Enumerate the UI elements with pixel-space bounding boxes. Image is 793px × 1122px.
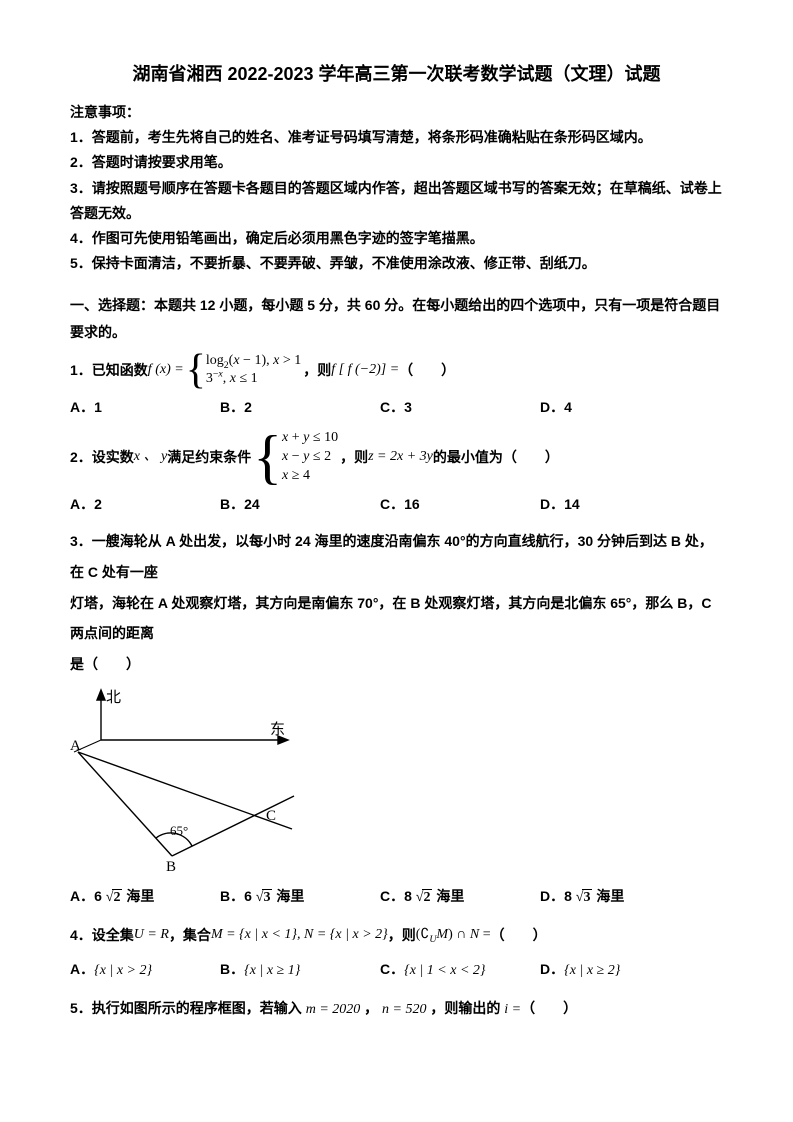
- instruction-3: 3．请按照题号顺序在答题卡各题目的答题区域内作答，超出答题区域书写的答案无效；在…: [70, 176, 723, 226]
- q3-east-label: 东: [270, 721, 285, 738]
- q3-line1: 3．一艘海轮从 A 处出发，以每小时 24 海里的速度沿南偏东 40°的方向直线…: [70, 526, 723, 588]
- q1-opt-b: B．2: [220, 393, 380, 421]
- q1-opt-c: C．3: [380, 393, 540, 421]
- q2-pre: 2．设实数: [70, 442, 134, 473]
- q4-options: A．{x | x > 2} B．{x | x ≥ 1} C．{x | 1 < x…: [70, 955, 723, 985]
- q3-north-label: 北: [106, 689, 121, 706]
- q4-ur: U = R: [134, 920, 169, 951]
- q2-options: A．2 B．24 C．16 D．14: [70, 490, 723, 518]
- q3-opt-c: C．8 √2 海里: [380, 882, 540, 912]
- q4-opt-c: C．{x | 1 < x < 2}: [380, 955, 540, 985]
- q2-mid: 满足约束条件: [167, 442, 251, 473]
- q3-angle-label: 65°: [170, 823, 188, 838]
- instruction-2: 2．答题时请按要求用笔。: [70, 150, 723, 175]
- q4-sets: M = {x | x < 1}, N = {x | x > 2}: [211, 920, 388, 951]
- q1-opt-a: A．1: [70, 393, 220, 421]
- q2-xy: x 、 y: [134, 442, 167, 473]
- instruction-1: 1．答题前，考生先将自己的姓名、准考证号码填写清楚，将条形码准确粘贴在条形码区域…: [70, 125, 723, 150]
- q1-stem-pre: 1．已知函数: [70, 355, 148, 386]
- q3-label-A: A: [70, 738, 81, 754]
- q4-expr: (∁UM) ∩ N =: [416, 920, 491, 951]
- q5-text: 5．执行如图所示的程序框图，若输入 m = 2020 ， n = 520 ，则输…: [70, 1000, 577, 1016]
- instruction-5: 5．保持卡面清洁，不要折暴、不要弄破、弄皱，不准使用涂改液、修正带、刮纸刀。: [70, 251, 723, 276]
- q3-label-B: B: [166, 859, 176, 873]
- q2-c1: x + y ≤ 10: [282, 429, 338, 448]
- q1-fx: f (x) =: [148, 355, 184, 386]
- q1-piecewise: { log2(x − 1), x > 1 3−x, x ≤ 1: [186, 352, 302, 390]
- q2-constraints: { x + y ≤ 10 x − y ≤ 2 x ≥ 4: [253, 429, 338, 486]
- page-title: 湖南省湘西 2022-2023 学年高三第一次联考数学试题（文理）试题: [70, 60, 723, 86]
- q1-case2: 3−x, x ≤ 1: [206, 370, 301, 389]
- section-1-intro: 一、选择题：本题共 12 小题，每小题 5 分，共 60 分。在每小题给出的四个…: [70, 292, 723, 345]
- q3-options: A．6 √2 海里 B．6 √3 海里 C．8 √2 海里 D．8 √3 海里: [70, 882, 723, 912]
- q3-line2: 灯塔，海轮在 A 处观察灯塔，其方向是南偏东 70°，在 B 处观察灯塔，其方向…: [70, 588, 723, 650]
- q2-opt-c: C．16: [380, 490, 540, 518]
- q2-opt-b: B．24: [220, 490, 380, 518]
- q4-opt-d: D．{x | x ≥ 2}: [540, 955, 700, 985]
- q1-paren: （ ）: [399, 355, 455, 386]
- q3-opt-b: B．6 √3 海里: [220, 882, 380, 912]
- question-1: 1．已知函数 f (x) = { log2(x − 1), x > 1 3−x,…: [70, 352, 723, 390]
- q3-opt-a: A．6 √2 海里: [70, 882, 220, 912]
- q1-case1: log2(x − 1), x > 1: [206, 352, 301, 371]
- q4-paren: （ ）: [491, 920, 547, 951]
- q2-tail: 的最小值为（ ）: [433, 442, 559, 473]
- q2-z: z = 2x + 3y: [368, 442, 433, 473]
- q4-t1: ，集合: [169, 920, 211, 951]
- question-2: 2．设实数 x 、 y 满足约束条件 { x + y ≤ 10 x − y ≤ …: [70, 429, 723, 486]
- q2-opt-d: D．14: [540, 490, 700, 518]
- exam-page: 湖南省湘西 2022-2023 学年高三第一次联考数学试题（文理）试题 注意事项…: [0, 0, 793, 1122]
- q1-opt-d: D．4: [540, 393, 700, 421]
- q2-post: ，则: [340, 442, 368, 473]
- q4-t2: ，则: [388, 920, 416, 951]
- q4-opt-a: A．{x | x > 2}: [70, 955, 220, 985]
- q1-stem-post: ，则: [303, 355, 331, 386]
- q4-opt-b: B．{x | x ≥ 1}: [220, 955, 380, 985]
- q3-line3: 是（ ）: [70, 649, 723, 680]
- q1-options: A．1 B．2 C．3 D．4: [70, 393, 723, 421]
- question-5: 5．执行如图所示的程序框图，若输入 m = 2020 ， n = 520 ，则输…: [70, 993, 723, 1026]
- q4-pre: 4．设全集: [70, 920, 134, 951]
- question-3: 3．一艘海轮从 A 处出发，以每小时 24 海里的速度沿南偏东 40°的方向直线…: [70, 526, 723, 680]
- instruction-4: 4．作图可先使用铅笔画出，确定后必须用黑色字迹的签字笔描黑。: [70, 226, 723, 251]
- q2-c3: x ≥ 4: [282, 467, 338, 486]
- q1-ask: f [ f (−2)] =: [331, 355, 399, 386]
- instructions-heading: 注意事项：: [70, 100, 723, 125]
- question-4: 4．设全集 U = R ，集合 M = {x | x < 1}, N = {x …: [70, 920, 723, 951]
- q3-label-C: C: [266, 808, 276, 824]
- q3-opt-d: D．8 √3 海里: [540, 882, 700, 912]
- q3-diagram: 北 东 A B C 65°: [70, 688, 723, 878]
- q2-c2: x − y ≤ 2: [282, 448, 338, 467]
- q2-opt-a: A．2: [70, 490, 220, 518]
